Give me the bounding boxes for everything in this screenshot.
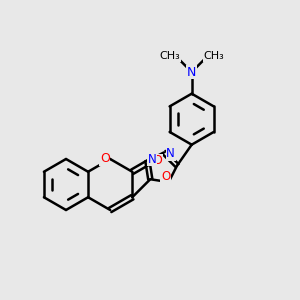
Text: CH₃: CH₃ bbox=[159, 51, 180, 61]
Text: N: N bbox=[148, 153, 156, 166]
Text: O: O bbox=[153, 154, 163, 167]
Text: N: N bbox=[187, 65, 196, 79]
Text: O: O bbox=[161, 170, 170, 183]
Text: N: N bbox=[166, 147, 175, 161]
Text: O: O bbox=[100, 152, 110, 166]
Text: CH₃: CH₃ bbox=[203, 51, 224, 61]
